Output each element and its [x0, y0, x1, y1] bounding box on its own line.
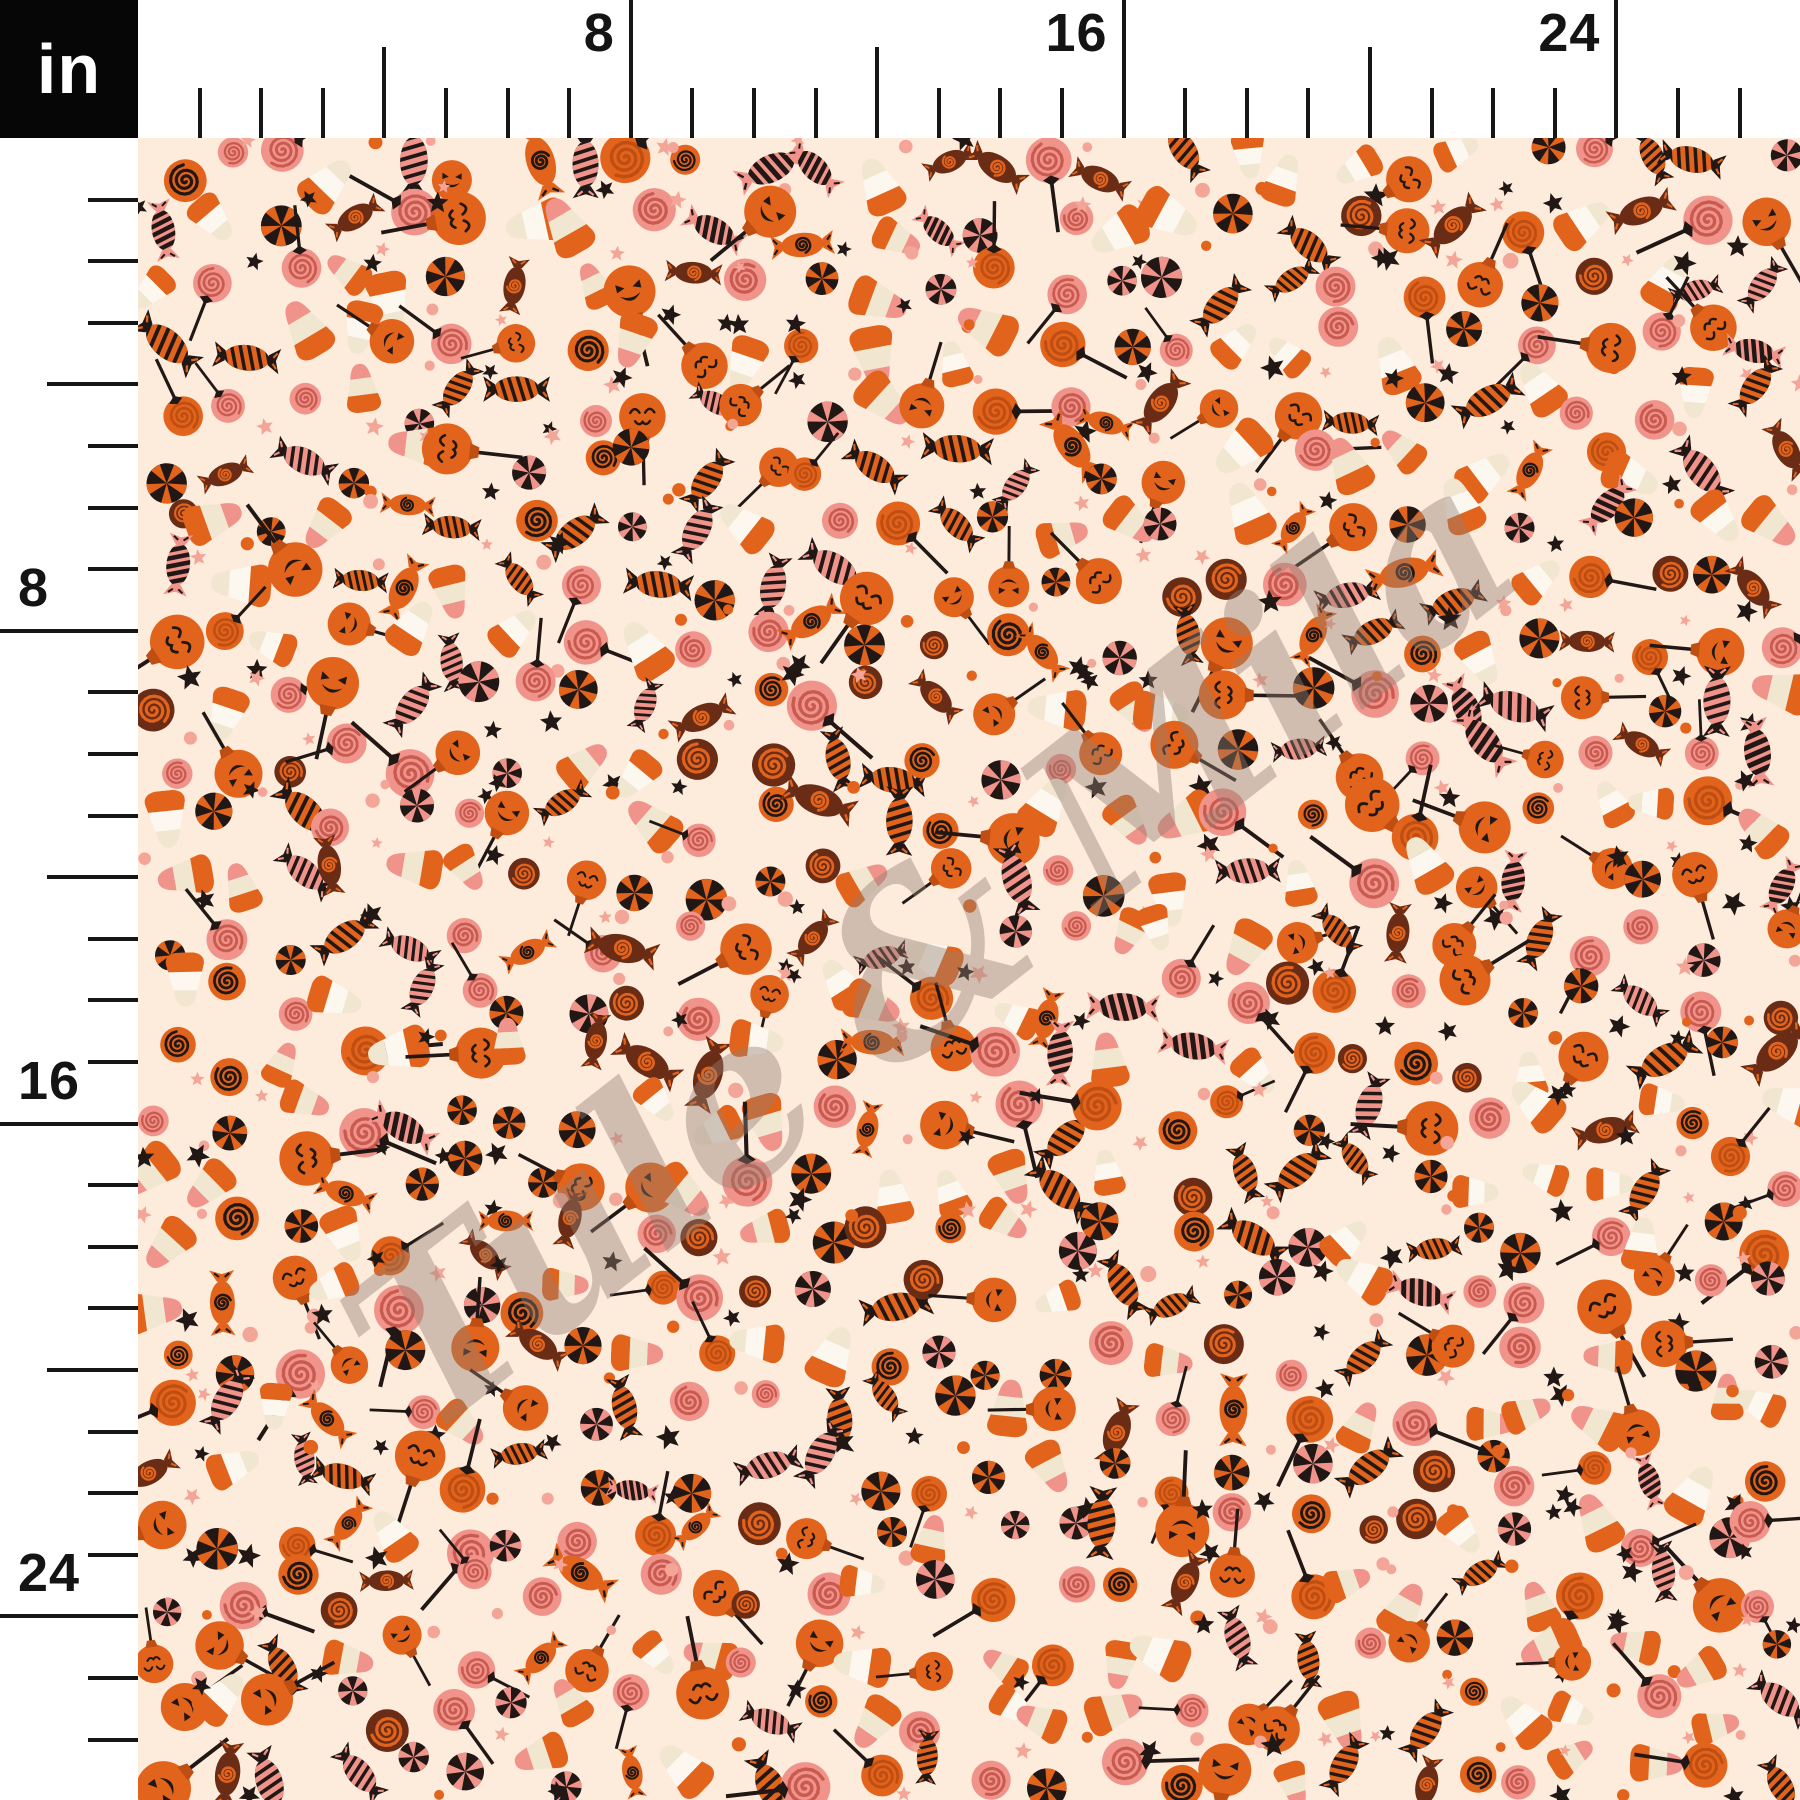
ruler-tick — [197, 88, 202, 138]
ruler-tick — [382, 47, 387, 138]
ruler-tick — [88, 1183, 138, 1188]
ruler-tick — [47, 1368, 138, 1372]
ruler-tick — [88, 936, 138, 941]
ruler-number: 24 — [1538, 3, 1601, 63]
ruler-tick — [88, 752, 138, 756]
ruler-tick — [567, 88, 572, 138]
ruler-number: 8 — [18, 557, 50, 618]
ruler-number: 24 — [18, 1543, 81, 1604]
ruler-tick — [1306, 88, 1311, 138]
ruler-unit-label: in — [36, 30, 102, 108]
ruler-tick — [47, 382, 138, 387]
ruler-number: 16 — [18, 1050, 81, 1111]
halloween-candy-pattern-swatch — [138, 138, 1800, 1800]
ruler-tick — [88, 1306, 138, 1311]
ruler-tick — [88, 505, 138, 510]
ruler-tick — [88, 259, 138, 264]
ruler-tick — [88, 1060, 138, 1064]
ruler-tick — [259, 88, 264, 138]
ruler-tick — [1183, 88, 1188, 138]
ruler-tick — [936, 88, 941, 138]
ruler-tick — [88, 813, 138, 818]
ruler-tick — [88, 567, 138, 572]
ruler-tick — [88, 1491, 138, 1496]
ruler-number: 8 — [583, 3, 615, 63]
ruler-tick — [320, 88, 325, 138]
ruler-tick — [0, 628, 138, 633]
ruler-tick — [998, 88, 1003, 138]
ruler-tick — [88, 998, 138, 1003]
ruler-tick — [88, 1552, 138, 1557]
ruler-tick — [628, 0, 633, 138]
ruler-tick — [444, 88, 448, 138]
ruler-tick — [1121, 0, 1126, 138]
ruler-tick — [0, 1614, 138, 1619]
ruler-tick — [1491, 88, 1496, 138]
ruler-tick — [1552, 88, 1557, 138]
ruler-tick — [505, 88, 510, 138]
ruler-tick — [875, 47, 880, 138]
ruler-tick — [88, 444, 138, 448]
ruler-tick — [690, 88, 695, 138]
ruler-tick — [88, 197, 138, 202]
ruler-tick — [1060, 88, 1064, 138]
ruler-tick — [88, 320, 138, 325]
ruler-number: 16 — [1045, 3, 1108, 63]
ruler-tick — [752, 88, 756, 138]
ruler-tick — [813, 88, 818, 138]
ruler-unit-box: in — [0, 0, 138, 138]
ruler-tick — [88, 1737, 138, 1742]
ruler-tick — [1368, 47, 1372, 138]
ruler-tick — [1676, 88, 1680, 138]
ruler-tick — [88, 1429, 138, 1434]
ruler-tick — [1737, 88, 1742, 138]
ruler-tick — [0, 1121, 138, 1126]
ruler-tick — [1614, 0, 1619, 138]
ruler-tick — [1429, 88, 1434, 138]
ruler-tick — [88, 1676, 138, 1680]
ruler-tick — [88, 690, 138, 695]
ruler-tick — [1244, 88, 1249, 138]
ruler-tick — [88, 1244, 138, 1249]
ruler-tick — [47, 875, 138, 880]
